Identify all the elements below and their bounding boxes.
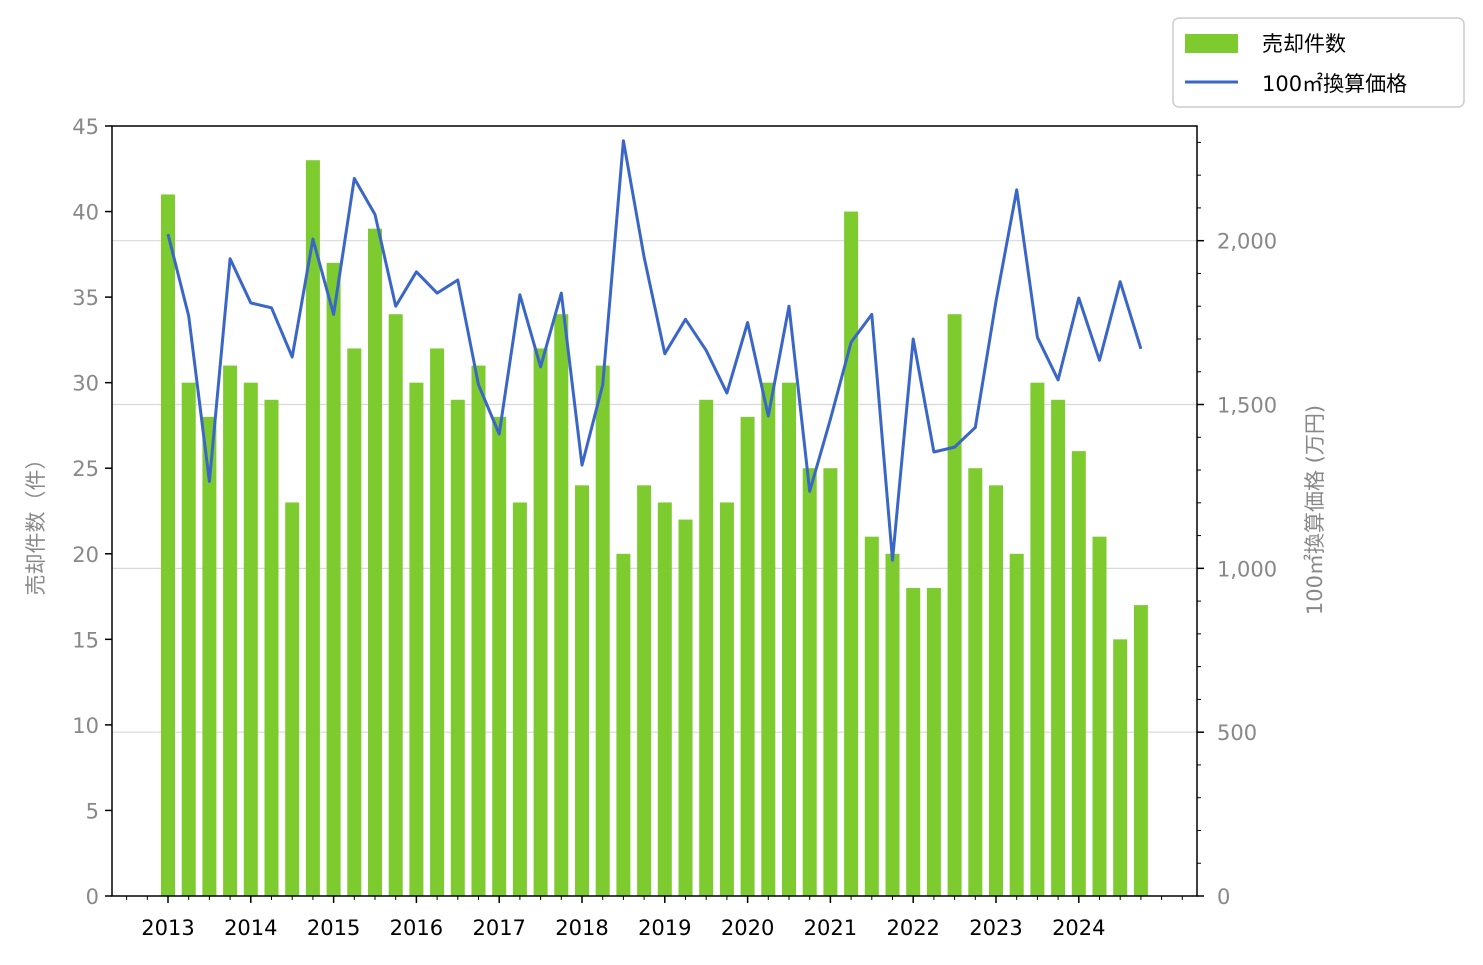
x-tick-label: 2020 [721,916,774,940]
left-axis: 0 5 10 15 20 25 30 35 40 45 [72,115,112,909]
bar [989,485,1003,896]
left-tick-label: 15 [72,628,99,652]
bar [637,485,652,896]
left-tick-label: 35 [72,286,99,310]
bar [533,348,548,896]
x-tick-label: 2016 [390,916,443,940]
x-tick-label: 2019 [638,916,691,940]
right-axis-title: 100㎡換算価格 (万円) [1303,405,1327,615]
line-series-100㎡換算価格 [166,139,1143,562]
bar [947,314,962,896]
bar [1051,399,1066,896]
bar [885,553,900,896]
x-axis: 2013 2014 2015 2016 2017 2018 2019 2020 2021 2022… [126,896,1183,940]
bar [1030,382,1045,897]
bar [223,365,238,896]
bar [450,399,465,896]
bar [575,485,589,896]
left-tick-label: 20 [72,543,99,567]
bar [181,382,196,897]
bar [678,519,693,896]
bar [202,416,217,896]
bar [264,399,279,896]
left-tick-label: 30 [72,372,99,396]
left-tick-label: 0 [86,885,99,909]
bar [761,382,776,897]
bar [906,588,921,896]
bar [512,502,527,896]
bar [864,536,879,896]
plot-frame [111,125,1198,897]
bar [968,468,983,896]
legend-box [1172,17,1465,108]
x-tick-label: 2013 [141,916,194,940]
bar [305,160,320,896]
bar [740,416,755,896]
left-tick-label: 10 [72,714,99,738]
x-tick-label: 2024 [1052,916,1105,940]
bar [368,228,382,896]
left-tick-label: 40 [72,201,99,225]
bar [471,365,486,896]
bar [243,382,258,897]
x-tick-label: 2014 [224,916,277,940]
bar [1113,639,1128,896]
bar [554,314,569,896]
bar [844,211,859,897]
bar [616,553,631,896]
right-tick-label: 1,000 [1217,557,1277,581]
bar-series-売却件数 [161,160,1148,897]
right-tick-label: 1,500 [1217,394,1277,418]
bar [1092,536,1107,896]
bar [1071,451,1086,896]
bar [823,468,838,896]
x-tick-label: 2021 [804,916,857,940]
right-tick-label: 0 [1217,885,1230,909]
x-tick-label: 2018 [555,916,608,940]
right-tick-label: 500 [1217,721,1257,745]
bar [1133,605,1148,896]
bar [719,502,734,896]
x-tick-label: 2022 [886,916,939,940]
bar [388,314,403,896]
legend-label-line: 100㎡換算価格 [1262,72,1407,96]
bar [409,382,424,897]
bar [1009,553,1024,896]
bar [326,262,341,896]
bar [347,348,362,896]
bar [492,416,507,896]
x-tick-label: 2015 [307,916,360,940]
legend-label-bars: 売却件数 [1262,32,1346,56]
right-axis: 0 500 1,000 1,500 2,000 [1197,141,1277,909]
bar [699,399,714,896]
price-line [166,139,1143,562]
bar [285,502,300,896]
bar [657,502,672,896]
left-tick-label: 5 [86,799,99,823]
left-tick-label: 45 [72,115,99,139]
left-axis-title: 売却件数（件） [24,449,48,596]
left-tick-label: 25 [72,457,99,481]
bar [782,382,796,897]
bar [595,365,610,896]
legend: 売却件数 100㎡換算価格 [1172,17,1465,108]
x-tick-label: 2017 [472,916,525,940]
bar [802,468,817,896]
bar [430,348,445,896]
bar [926,588,941,896]
x-tick-label: 2023 [969,916,1022,940]
right-tick-label: 2,000 [1217,230,1277,254]
bar [161,194,175,896]
legend-bar-swatch [1185,34,1238,53]
